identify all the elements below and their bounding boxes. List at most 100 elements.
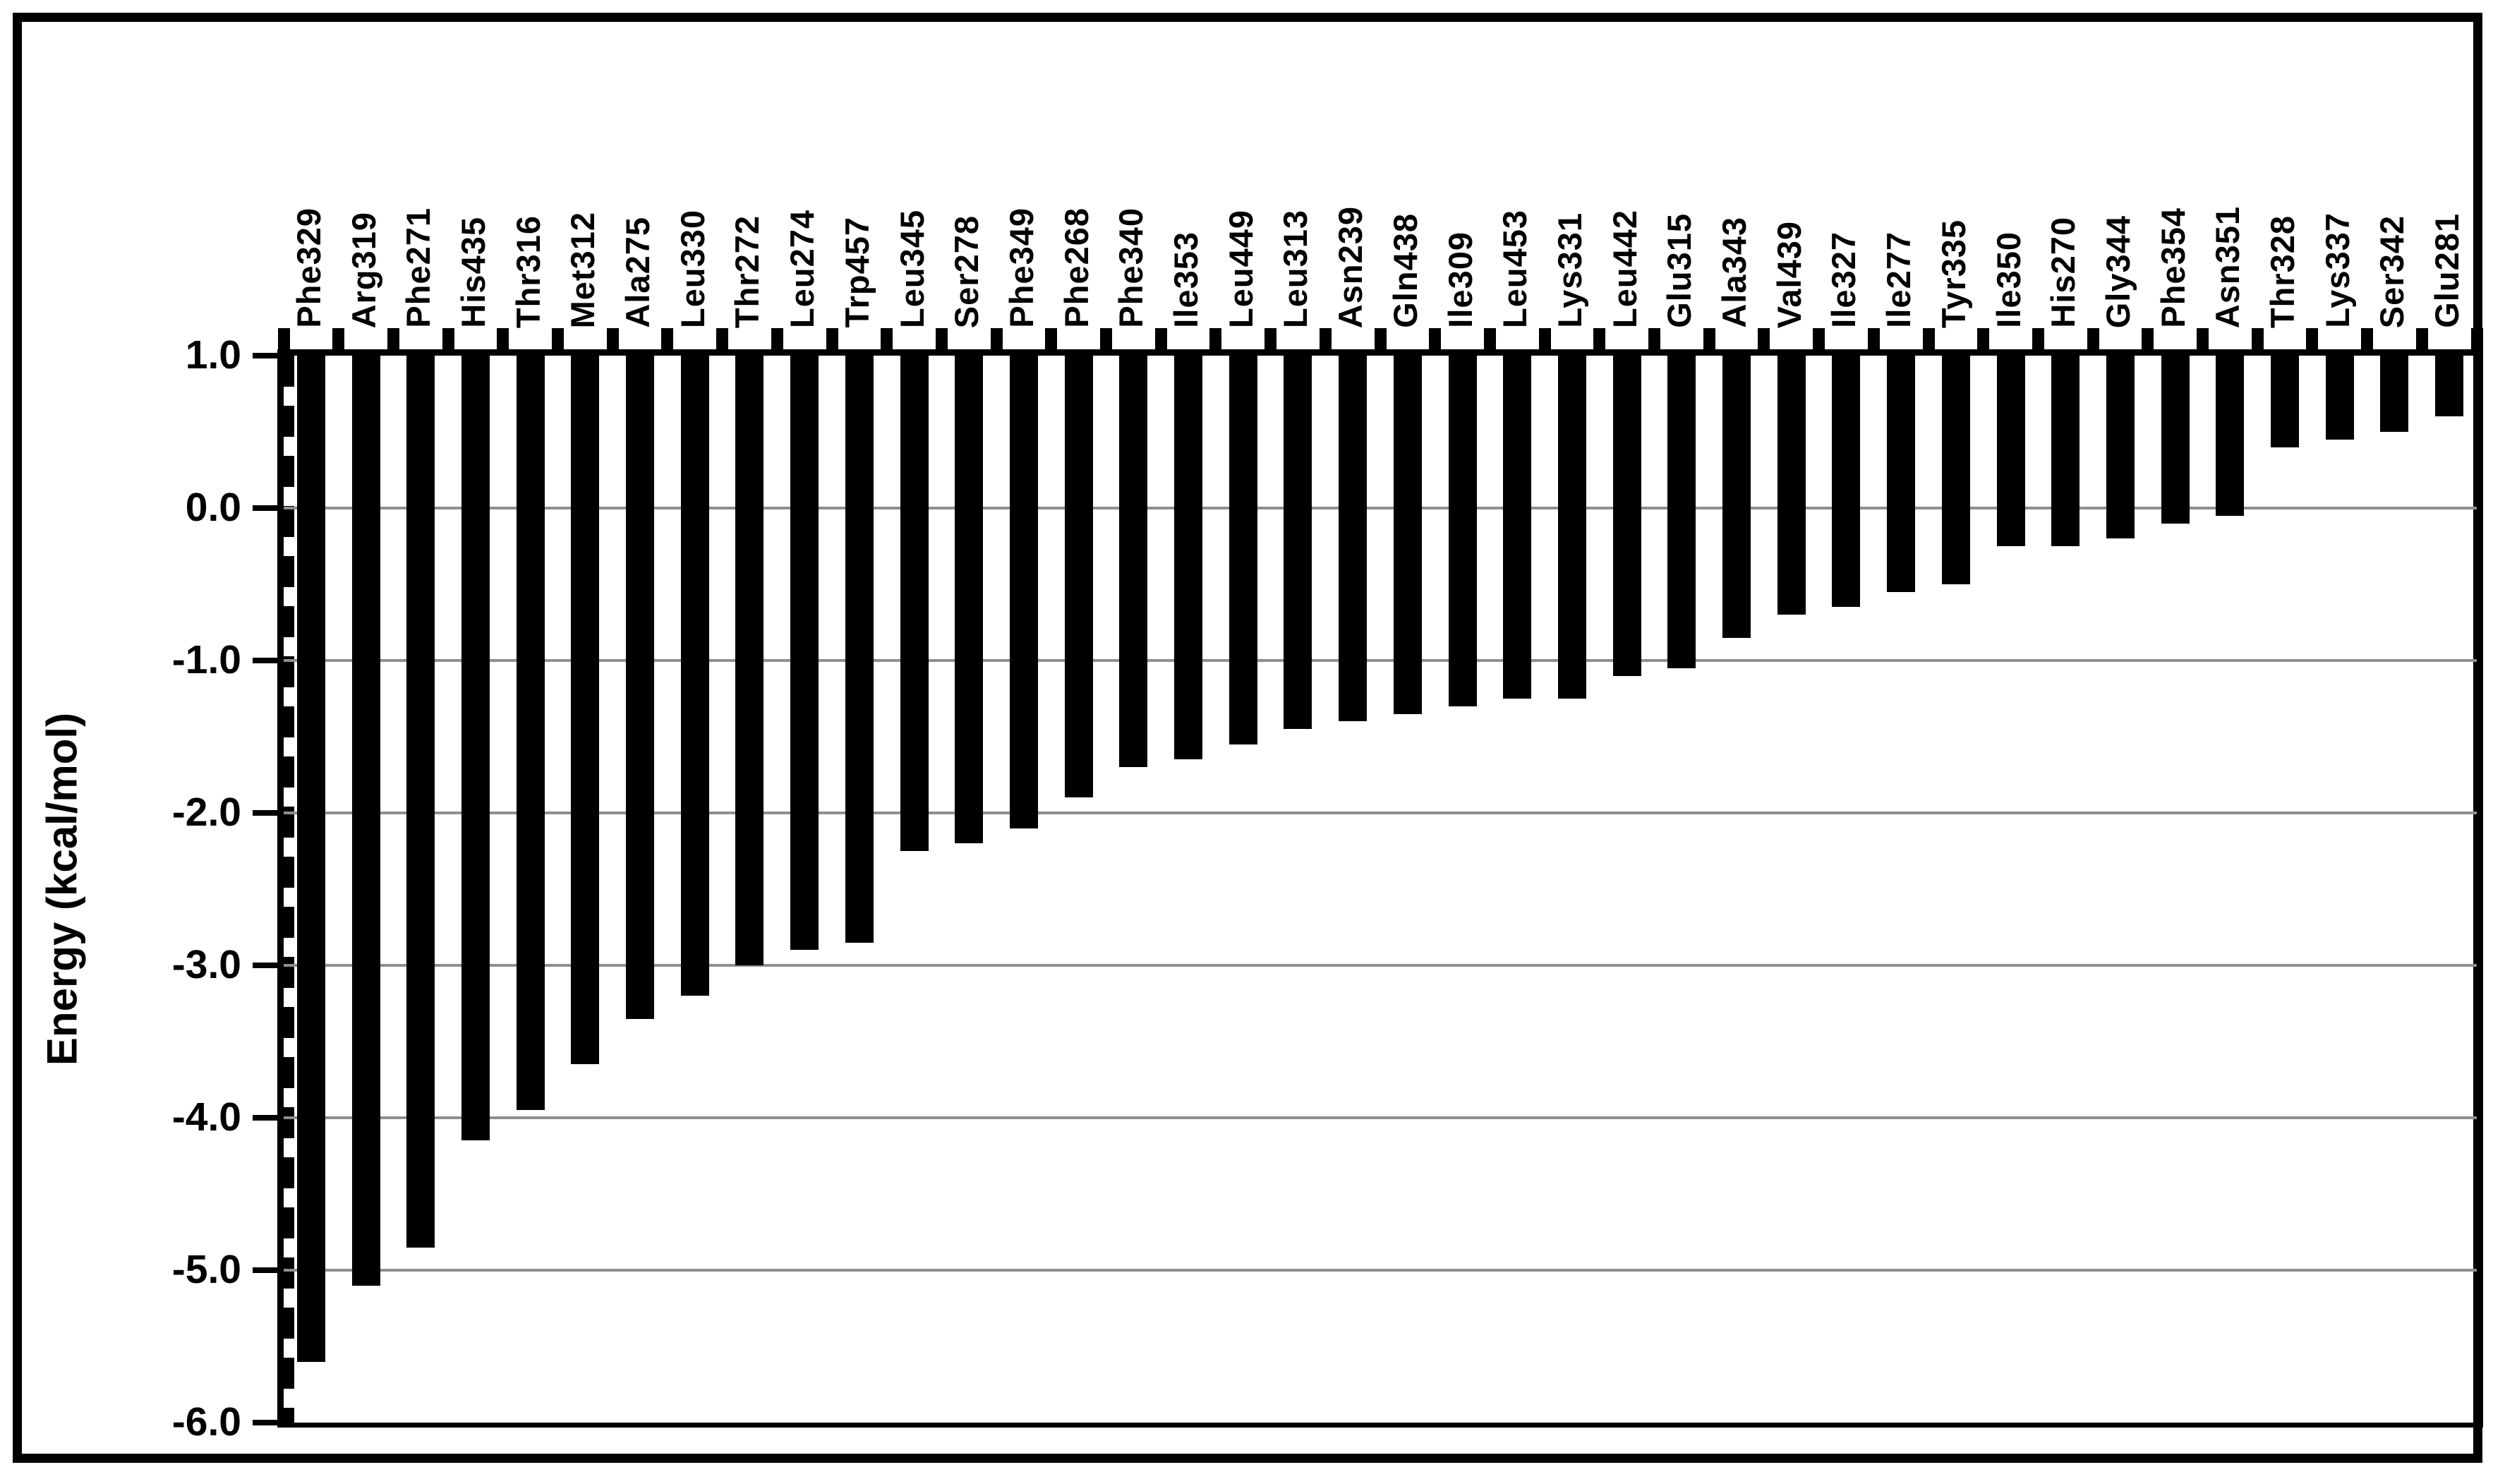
category-label-Leu274: Leu274 [783,210,821,328]
bar-Leu313 [1284,356,1312,730]
bar-Ala343 [1722,356,1751,638]
category-label-Gln438: Gln438 [1386,213,1424,328]
category-boundary-tick [1374,328,1387,349]
category-boundary-tick [1813,328,1825,349]
y-axis-title: Energy (kcal/mol) [38,712,86,1066]
category-boundary-tick [1154,328,1167,349]
bar-Ser342 [2380,356,2409,432]
category-label-Lys331: Lys331 [1550,212,1588,328]
bar-Thr328 [2271,356,2300,447]
category-boundary-tick [881,328,893,349]
category-label-Phe354: Phe354 [2154,207,2192,328]
y-axis-tick [253,353,277,358]
bar-His435 [461,356,490,1141]
bar-Thr272 [735,356,764,965]
bar-Arg319 [351,356,380,1286]
category-boundary-tick [2032,328,2044,349]
gridline [284,1269,2477,1272]
category-boundary-tick [1703,328,1715,349]
bar-Ile327 [1832,356,1861,608]
y-tick-label: -5.0 [171,1247,241,1292]
bar-Ser278 [955,356,984,844]
category-boundary-tick [771,328,783,349]
category-label-Asn351: Asn351 [2209,205,2247,328]
category-label-Leu330: Leu330 [673,210,711,328]
y-tick-label: 1.0 [185,332,241,378]
category-label-Tyr335: Tyr335 [1934,219,1972,328]
gridline [284,507,2477,509]
category-label-Phe268: Phe268 [1057,207,1095,328]
y-tick-label: -4.0 [171,1094,241,1140]
category-label-Ser342: Ser342 [2373,215,2411,328]
category-boundary-tick [2470,328,2483,349]
bar-Asn351 [2216,356,2245,516]
bar-Lys331 [1557,356,1586,699]
bar-Phe340 [1119,356,1148,768]
category-label-Ile353: Ile353 [1167,231,1205,328]
category-label-Leu449: Leu449 [1221,210,1260,328]
gridline [284,659,2477,662]
category-label-Arg319: Arg319 [344,211,382,328]
bar-Val439 [1777,356,1806,615]
category-label-Thr272: Thr272 [728,215,766,328]
bar-Ala275 [626,356,655,1019]
category-label-Leu313: Leu313 [1276,210,1315,328]
category-boundary-tick [1922,328,1935,349]
y-tick-label: 0.0 [185,485,241,530]
category-label-Ser278: Ser278 [948,215,986,328]
category-label-Leu442: Leu442 [1605,210,1643,328]
category-boundary-tick [1867,328,1880,349]
category-boundary-tick [442,328,454,349]
category-boundary-tick [716,328,729,349]
bar-Asn239 [1339,356,1368,722]
category-boundary-tick [826,328,838,349]
bar-Phe329 [296,356,325,1362]
y-tick-label: -6.0 [171,1399,241,1444]
category-label-Phe329: Phe329 [289,207,327,328]
category-label-Glu281: Glu281 [2428,213,2466,328]
category-label-Trp457: Trp457 [838,217,876,328]
bar-Leu449 [1229,356,1257,744]
category-label-Glu315: Glu315 [1660,213,1698,328]
category-boundary-tick [1045,328,1058,349]
category-boundary-tick [1319,328,1332,349]
category-boundary-tick [1538,328,1551,349]
y-tick-label: -2.0 [171,790,241,835]
y-tick-label: -1.0 [171,637,241,682]
category-label-Ala343: Ala343 [1715,217,1753,328]
category-boundary-tick [2142,328,2154,349]
bar-Ile277 [1887,356,1916,592]
category-boundary-tick [1209,328,1222,349]
bar-Phe349 [1009,356,1038,828]
category-boundary-tick [277,328,290,349]
bar-Ile353 [1174,356,1203,760]
bar-Leu442 [1612,356,1641,676]
category-label-His435: His435 [454,217,492,328]
bar-Ile350 [1996,356,2025,546]
y-axis-tick [253,963,277,968]
category-label-Ala275: Ala275 [619,217,657,328]
category-boundary-tick [606,328,619,349]
bar-Lys337 [2325,356,2354,440]
category-boundary-tick [1758,328,1770,349]
bar-Tyr335 [1941,356,1970,584]
category-label-Thr328: Thr328 [2264,215,2302,328]
y-axis-tick [253,810,277,816]
category-label-Ile327: Ile327 [1825,231,1863,328]
y-tick-label: -3.0 [171,942,241,987]
bar-Phe271 [406,356,435,1248]
category-boundary-tick [1977,328,1990,349]
category-boundary-tick [2251,328,2264,349]
y-axis-tick [253,1267,277,1273]
category-boundary-tick [1648,328,1660,349]
bar-Leu453 [1503,356,1532,699]
plot-area: 1.0 0.0 -1.0 -2.0 -3.0 -4.0 -5.0 -6.0 Phe329 Arg3… [172,206,2483,1442]
bar-Met312 [571,356,600,1065]
category-boundary-tick [935,328,948,349]
bar-Leu330 [680,356,709,996]
category-label-Phe271: Phe271 [399,207,437,328]
category-label-Lys337: Lys337 [2318,212,2356,328]
y-axis-tick [253,658,277,663]
bar-Ile309 [1448,356,1477,706]
category-boundary-tick [2087,328,2099,349]
